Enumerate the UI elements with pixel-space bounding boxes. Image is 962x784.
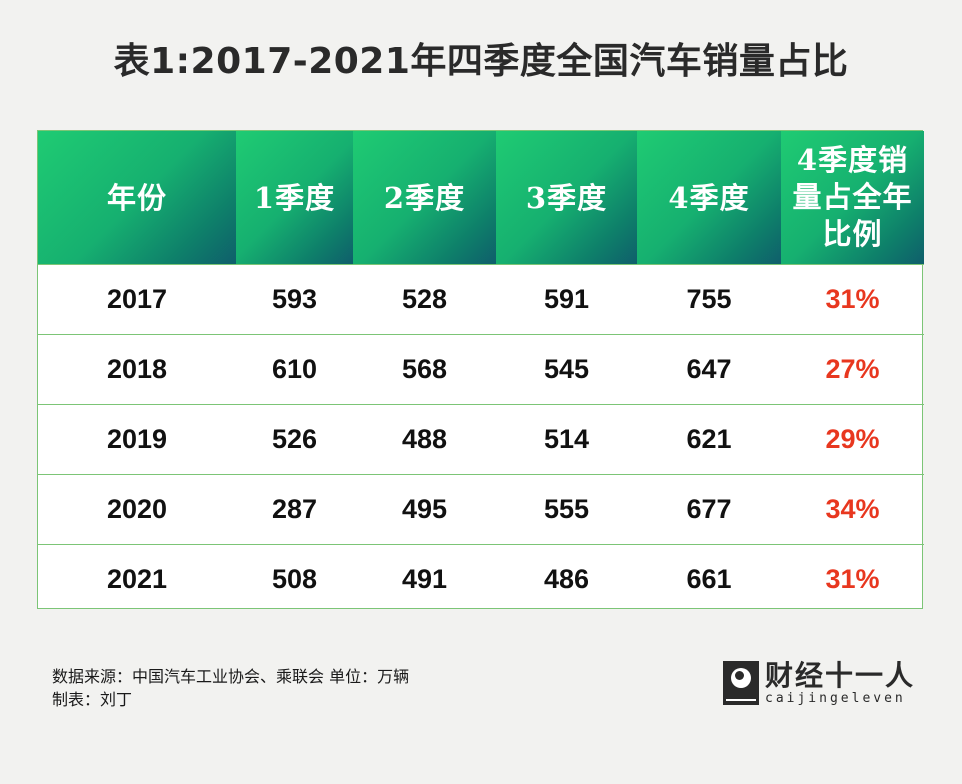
header-q3: 3季度 — [496, 131, 637, 265]
cell-q1: 508 — [236, 544, 353, 614]
cell-year: 2020 — [38, 474, 236, 545]
cell-q4: 621 — [637, 404, 781, 475]
cell-ratio: 31% — [781, 264, 924, 335]
header-q4: 4季度 — [637, 131, 781, 265]
author-note: 制表：刘丁 — [52, 690, 133, 709]
cell-q3: 591 — [496, 264, 637, 335]
table-row: 2017 593 528 591 755 31% — [38, 264, 924, 335]
header-year: 年份 — [38, 131, 236, 265]
header-q1: 1季度 — [236, 131, 353, 265]
header-q4-ratio-label: 4季度销量占全年比例 — [792, 143, 913, 251]
cell-q3: 555 — [496, 474, 637, 545]
cell-year: 2017 — [38, 264, 236, 335]
cell-q3: 486 — [496, 544, 637, 614]
page-title: 表1:2017-2021年四季度全国汽车销量占比 — [113, 41, 849, 82]
cell-q2: 568 — [353, 334, 496, 405]
cell-q2: 495 — [353, 474, 496, 545]
cell-q4: 755 — [637, 264, 781, 335]
cell-ratio: 31% — [781, 544, 924, 614]
cell-q2: 488 — [353, 404, 496, 475]
cell-q1: 287 — [236, 474, 353, 545]
table-header-row: 年份 1季度 2季度 3季度 4季度 4季度销量占全年比例 — [38, 131, 924, 265]
cell-q1: 610 — [236, 334, 353, 405]
cell-q4: 661 — [637, 544, 781, 614]
globe-logo-icon — [723, 661, 759, 705]
cell-q1: 526 — [236, 404, 353, 475]
cell-q3: 545 — [496, 334, 637, 405]
cell-q4: 647 — [637, 334, 781, 405]
logo-english-name: caijingeleven — [765, 691, 906, 706]
cell-q2: 491 — [353, 544, 496, 614]
table-row: 2018 610 568 545 647 27% — [38, 334, 924, 405]
cell-q2: 528 — [353, 264, 496, 335]
cell-year: 2019 — [38, 404, 236, 475]
cell-ratio: 34% — [781, 474, 924, 545]
cell-ratio: 29% — [781, 404, 924, 475]
table-row: 2019 526 488 514 621 29% — [38, 404, 924, 475]
source-note: 数据来源：中国汽车工业协会、乘联会 单位：万辆 — [52, 667, 410, 686]
header-q4-ratio: 4季度销量占全年比例 — [781, 131, 924, 265]
cell-ratio: 27% — [781, 334, 924, 405]
header-q2: 2季度 — [353, 131, 496, 265]
sales-table: 年份 1季度 2季度 3季度 4季度 4季度销量占全年比例 2017 593 5… — [37, 130, 924, 614]
cell-year: 2021 — [38, 544, 236, 614]
table-row: 2021 508 491 486 661 31% — [38, 544, 924, 614]
logo-chinese-name: 财经十一人 — [765, 659, 916, 692]
table-row: 2020 287 495 555 677 34% — [38, 474, 924, 545]
brand-logo: 财经十一人 caijingeleven — [723, 661, 915, 709]
cell-q4: 677 — [637, 474, 781, 545]
cell-q1: 593 — [236, 264, 353, 335]
cell-year: 2018 — [38, 334, 236, 405]
footer-notes: 数据来源：中国汽车工业协会、乘联会 单位：万辆 制表：刘丁 — [52, 665, 409, 711]
cell-q3: 514 — [496, 404, 637, 475]
